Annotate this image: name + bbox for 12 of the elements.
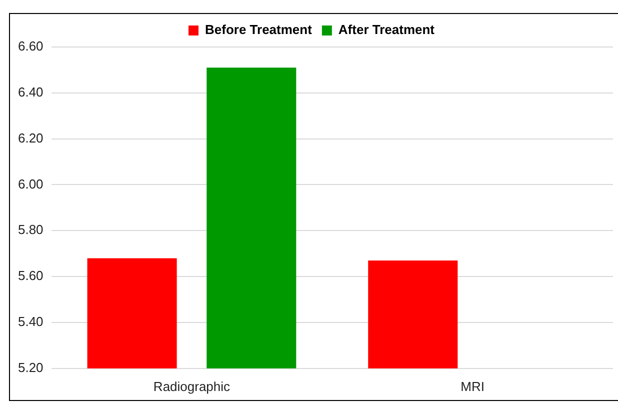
y-tick-label: 5.40 xyxy=(18,314,44,330)
legend-label: After Treatment xyxy=(338,22,436,38)
y-tick-label: 6.20 xyxy=(18,130,44,146)
y-tick-label: 5.60 xyxy=(18,268,44,284)
legend-label: Before Treatment xyxy=(205,22,313,38)
y-tick-label: 5.20 xyxy=(18,360,44,375)
x-tick-label: MRI xyxy=(460,378,484,394)
y-tick-label: 6.60 xyxy=(18,38,44,54)
y-tick-label: 5.80 xyxy=(18,222,44,238)
y-tick-label: 6.00 xyxy=(18,176,44,192)
x-tick-label: Radiographic xyxy=(153,378,231,394)
y-tick-label: 6.40 xyxy=(18,84,44,100)
